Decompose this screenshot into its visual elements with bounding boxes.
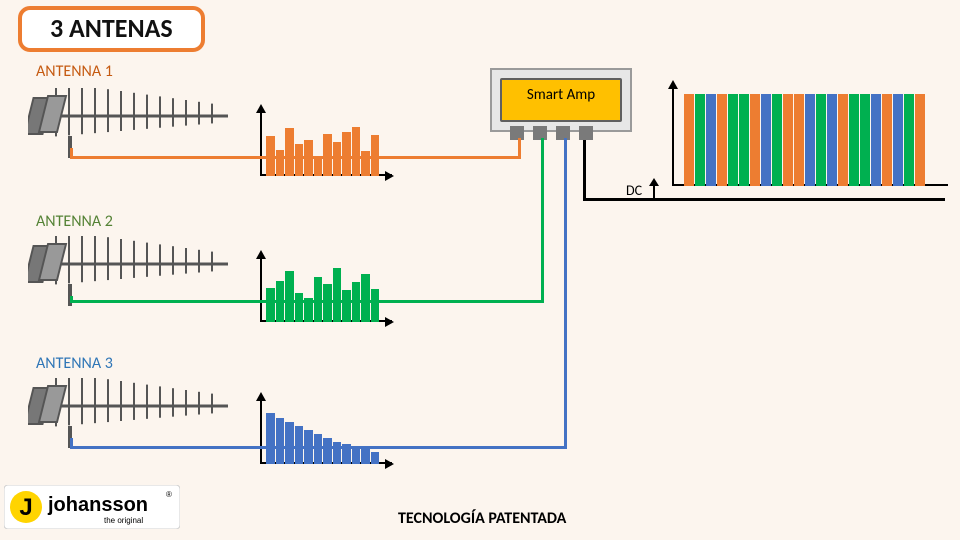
smart-amp-box: Smart Amp bbox=[490, 68, 632, 132]
footer-text: TECNOLOGÍA PATENTADA bbox=[398, 509, 566, 528]
amp-port-4 bbox=[579, 126, 593, 140]
logo-brand: johansson bbox=[47, 494, 148, 516]
antenna-label-3: ANTENNA 3 bbox=[36, 354, 113, 373]
wire-out-v bbox=[583, 140, 586, 198]
input-spectrum-1 bbox=[260, 106, 392, 186]
smart-amp-label: Smart Amp bbox=[527, 86, 595, 120]
wire-a3-drop bbox=[70, 438, 73, 446]
wire-a1-up bbox=[518, 138, 521, 159]
amp-port-1 bbox=[510, 126, 524, 140]
svg-text:J: J bbox=[19, 494, 32, 521]
dc-label: DC bbox=[626, 182, 642, 199]
output-spectrum-chart bbox=[672, 82, 948, 196]
input-spectrum-2 bbox=[260, 252, 392, 332]
dc-arrow-icon bbox=[648, 178, 660, 203]
wire-a3-h bbox=[70, 446, 564, 449]
antenna-label-1: ANTENNA 1 bbox=[36, 62, 113, 81]
footer-label: TECNOLOGÍA PATENTADA bbox=[398, 509, 566, 528]
wire-a1-h bbox=[70, 156, 518, 159]
title-badge: 3 ANTENAS bbox=[18, 6, 205, 52]
title-text: 3 ANTENAS bbox=[50, 12, 173, 44]
svg-text:®: ® bbox=[166, 490, 172, 499]
antenna-icon-3 bbox=[28, 378, 238, 455]
wire-a1-drop bbox=[70, 148, 73, 156]
wire-out-h bbox=[583, 198, 945, 201]
antenna-label-2: ANTENNA 2 bbox=[36, 212, 113, 231]
input-spectrum-3 bbox=[260, 394, 392, 474]
wire-a3-up bbox=[564, 138, 567, 449]
wire-a2-h bbox=[70, 300, 541, 303]
wire-a2-up bbox=[541, 138, 544, 303]
amp-port-3 bbox=[556, 126, 570, 140]
smart-amp-inner: Smart Amp bbox=[500, 78, 622, 122]
logo-tag: the original bbox=[104, 516, 143, 525]
amp-port-2 bbox=[533, 126, 547, 140]
dc-text: DC bbox=[626, 182, 642, 199]
brand-logo: J johansson the original ® bbox=[4, 485, 180, 534]
antenna-icon-1 bbox=[28, 88, 238, 165]
